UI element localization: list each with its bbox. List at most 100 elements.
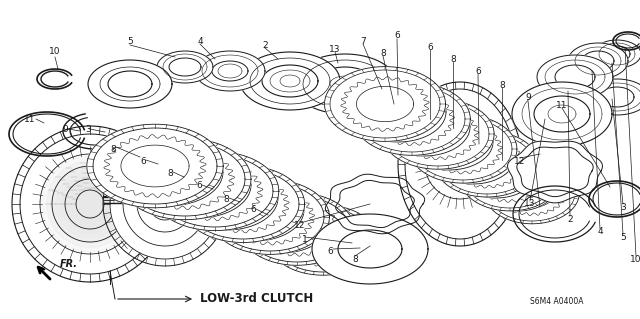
- Polygon shape: [517, 147, 593, 197]
- Polygon shape: [123, 162, 207, 246]
- Polygon shape: [324, 67, 445, 141]
- Text: 3: 3: [620, 203, 626, 211]
- Text: 8: 8: [352, 255, 358, 263]
- Polygon shape: [431, 130, 515, 184]
- Polygon shape: [534, 96, 590, 132]
- Polygon shape: [121, 145, 189, 187]
- Text: 12: 12: [294, 221, 306, 231]
- Polygon shape: [268, 211, 326, 247]
- Polygon shape: [149, 188, 181, 220]
- Polygon shape: [405, 114, 493, 170]
- Polygon shape: [240, 52, 340, 110]
- Polygon shape: [137, 176, 193, 232]
- Polygon shape: [235, 193, 329, 253]
- Polygon shape: [378, 98, 470, 156]
- Polygon shape: [264, 206, 354, 264]
- Polygon shape: [440, 144, 480, 184]
- Polygon shape: [476, 159, 517, 186]
- Text: 9: 9: [525, 93, 531, 102]
- Text: 7: 7: [360, 36, 366, 46]
- Polygon shape: [256, 206, 308, 240]
- Polygon shape: [65, 179, 115, 229]
- Polygon shape: [110, 149, 220, 259]
- Polygon shape: [40, 154, 140, 254]
- Text: 4: 4: [597, 227, 603, 236]
- Polygon shape: [461, 147, 559, 211]
- Polygon shape: [537, 55, 613, 99]
- Polygon shape: [484, 162, 579, 224]
- Polygon shape: [409, 115, 517, 183]
- Text: 8: 8: [380, 48, 386, 57]
- Text: 3: 3: [85, 124, 91, 133]
- Polygon shape: [315, 67, 375, 101]
- Text: 6: 6: [196, 182, 202, 190]
- Text: S6M4 A0400A: S6M4 A0400A: [530, 296, 584, 306]
- Text: 6: 6: [140, 157, 146, 166]
- Polygon shape: [604, 46, 630, 62]
- Polygon shape: [568, 43, 628, 79]
- Text: 12: 12: [515, 157, 525, 166]
- Polygon shape: [151, 152, 279, 231]
- Polygon shape: [284, 219, 333, 251]
- Text: 9: 9: [62, 124, 68, 133]
- Polygon shape: [65, 180, 115, 228]
- Polygon shape: [338, 230, 402, 268]
- Polygon shape: [463, 148, 511, 180]
- Polygon shape: [138, 153, 198, 191]
- Text: 4: 4: [197, 36, 203, 46]
- Polygon shape: [600, 87, 634, 107]
- Polygon shape: [508, 141, 602, 203]
- Text: LOW-3rd CLUTCH: LOW-3rd CLUTCH: [200, 293, 313, 306]
- Polygon shape: [61, 175, 119, 233]
- Polygon shape: [87, 124, 223, 208]
- Polygon shape: [593, 40, 640, 68]
- Polygon shape: [119, 138, 251, 220]
- Text: 6: 6: [427, 42, 433, 51]
- Text: 8: 8: [499, 80, 505, 90]
- Polygon shape: [555, 65, 595, 89]
- Text: 5: 5: [620, 233, 626, 241]
- Polygon shape: [385, 102, 440, 136]
- Polygon shape: [585, 79, 640, 115]
- Polygon shape: [486, 164, 533, 194]
- Polygon shape: [157, 51, 213, 83]
- Polygon shape: [76, 190, 104, 218]
- Polygon shape: [354, 83, 470, 155]
- Text: 6: 6: [394, 32, 400, 41]
- Text: 1: 1: [302, 235, 308, 244]
- Polygon shape: [398, 82, 522, 246]
- Polygon shape: [268, 205, 378, 275]
- Text: 11: 11: [556, 100, 568, 109]
- Polygon shape: [195, 51, 265, 91]
- Polygon shape: [206, 179, 304, 241]
- Polygon shape: [438, 133, 488, 165]
- Polygon shape: [211, 180, 330, 254]
- Polygon shape: [426, 127, 472, 157]
- Polygon shape: [75, 189, 105, 219]
- Polygon shape: [88, 60, 172, 108]
- Polygon shape: [181, 166, 305, 242]
- Text: FR.: FR.: [60, 259, 78, 269]
- Polygon shape: [240, 198, 300, 236]
- Polygon shape: [212, 61, 248, 81]
- Polygon shape: [240, 193, 354, 265]
- Text: 2: 2: [262, 41, 268, 49]
- Polygon shape: [52, 166, 128, 242]
- Polygon shape: [12, 126, 168, 282]
- Polygon shape: [176, 166, 278, 230]
- Text: 11: 11: [24, 115, 36, 123]
- Polygon shape: [70, 184, 109, 224]
- Polygon shape: [145, 152, 251, 218]
- Polygon shape: [108, 71, 152, 97]
- Text: 8: 8: [110, 145, 116, 153]
- Polygon shape: [480, 161, 556, 211]
- Polygon shape: [499, 173, 538, 199]
- Text: 6: 6: [327, 247, 333, 256]
- Polygon shape: [169, 167, 227, 203]
- Text: 10: 10: [630, 255, 640, 263]
- Polygon shape: [56, 170, 124, 238]
- Polygon shape: [451, 143, 495, 171]
- Polygon shape: [373, 96, 423, 128]
- Polygon shape: [509, 178, 554, 208]
- Polygon shape: [183, 171, 247, 211]
